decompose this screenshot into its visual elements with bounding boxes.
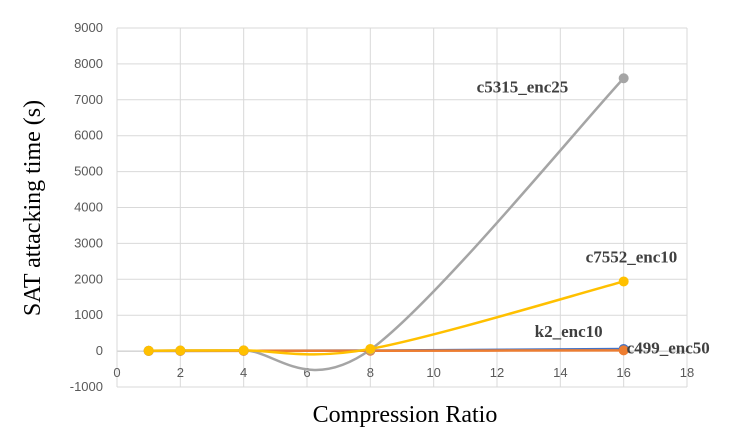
tick-labels: -1000 0 1000 2000 3000 4000 5000 6000 7000 8000 90… <box>70 20 694 394</box>
x-tick-label: 2 <box>177 365 184 380</box>
x-tick-label: 18 <box>680 365 694 380</box>
data-point-c5315_enc25 <box>618 73 629 84</box>
y-tick-label: 5000 <box>74 164 103 179</box>
series-labels: k2_enc10 c499_enc50 c5315_enc25 c7552_enc10 <box>477 77 710 357</box>
series-label-c7552_enc10: c7552_enc10 <box>586 247 678 266</box>
x-tick-label: 6 <box>303 365 310 380</box>
y-tick-label: 0 <box>96 343 103 358</box>
series-line-c7552_enc10 <box>148 280 624 356</box>
gridlines <box>116 27 688 388</box>
data-point-c7552_enc10 <box>143 345 154 356</box>
x-tick-label: 4 <box>240 365 247 380</box>
data-point-c7552_enc10 <box>618 276 629 287</box>
x-tick-label: 10 <box>426 365 440 380</box>
series-label-k2_enc10: k2_enc10 <box>535 322 603 341</box>
y-tick-label: 7000 <box>74 92 103 107</box>
y-tick-label: 1000 <box>74 307 103 322</box>
y-tick-label: 8000 <box>74 56 103 71</box>
data-point-c7552_enc10 <box>238 345 249 356</box>
y-tick-label: 2000 <box>74 271 103 286</box>
y-tick-label: 3000 <box>74 235 103 250</box>
x-axis-title: Compression Ratio <box>313 402 498 428</box>
data-point-c7552_enc10 <box>175 345 186 356</box>
y-tick-label: 9000 <box>74 20 103 35</box>
x-tick-label: 12 <box>490 365 504 380</box>
series-label-c5315_enc25: c5315_enc25 <box>477 77 569 96</box>
data-point-c499_enc50 <box>618 345 629 356</box>
series-label-c499_enc50: c499_enc50 <box>627 338 710 357</box>
y-tick-label: 4000 <box>74 200 103 215</box>
data-point-c7552_enc10 <box>365 343 376 354</box>
y-axis-title: SAT attacking time (s) <box>20 100 46 316</box>
x-tick-label: 16 <box>616 365 630 380</box>
x-tick-label: 0 <box>113 365 120 380</box>
y-tick-label: -1000 <box>70 379 103 394</box>
x-tick-label: 8 <box>367 365 374 380</box>
series-markers <box>143 73 629 356</box>
y-tick-label: 6000 <box>74 128 103 143</box>
x-tick-label: 14 <box>553 365 567 380</box>
